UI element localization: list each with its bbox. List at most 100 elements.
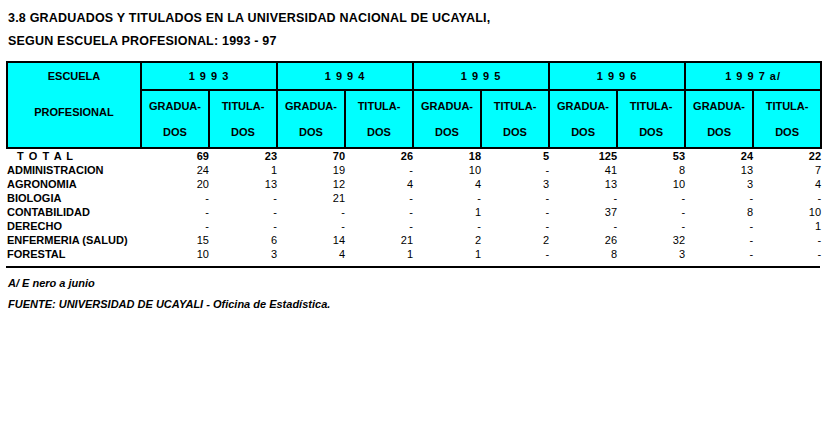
value-cell: - [481, 247, 549, 261]
header-year-1995: 1 9 9 5 [413, 62, 549, 90]
titulados-label: TITULA- [754, 93, 820, 119]
header-titulados-1995: TITULA- DOS [481, 90, 549, 148]
value-cell: 3 [209, 247, 277, 261]
table-row: ADMINISTRACION 24 1 19 - 10 - 41 8 13 7 [7, 163, 821, 177]
value-cell: - [685, 247, 753, 261]
value-cell: - [141, 219, 209, 233]
header-titulados-1994: TITULA- DOS [345, 90, 413, 148]
row-label: AGRONOMIA [7, 177, 141, 191]
value-cell: - [753, 233, 821, 247]
value-cell: 13 [209, 177, 277, 191]
table-row: DERECHO - - - - - - - - - 1 [7, 219, 821, 233]
titulados-label-2: DOS [210, 119, 276, 145]
title-line-1: 3.8 GRADUADOS Y TITULADOS EN LA UNIVERSI… [8, 10, 820, 26]
value-cell: - [481, 191, 549, 205]
value-cell: 20 [141, 177, 209, 191]
value-cell: 7 [753, 163, 821, 177]
value-cell: - [345, 163, 413, 177]
graduados-label: GRADUA- [414, 93, 480, 119]
header-year-1996: 1 9 9 6 [549, 62, 685, 90]
value-cell: 22 [753, 148, 821, 163]
value-cell: - [685, 233, 753, 247]
value-cell: - [549, 219, 617, 233]
value-cell: 21 [345, 233, 413, 247]
value-cell: - [345, 219, 413, 233]
titulados-label: TITULA- [618, 93, 684, 119]
value-cell: 10 [141, 247, 209, 261]
graduados-label-2: DOS [686, 119, 752, 145]
header-graduados-1993: GRADUA- DOS [141, 90, 209, 148]
header-profesional-line: PROFESIONAL [8, 99, 140, 125]
footnote-period: A/ E nero a junio [8, 276, 820, 290]
graduados-label-2: DOS [414, 119, 480, 145]
footnotes: A/ E nero a junio FUENTE: UNIVERSIDAD DE… [8, 276, 820, 311]
value-cell: - [481, 219, 549, 233]
table-row: BIOLOGIA - - 21 - - - - - - - [7, 191, 821, 205]
table-bottom-rule [6, 266, 820, 268]
value-cell: - [413, 191, 481, 205]
value-cell: 13 [685, 163, 753, 177]
graduados-titulados-table: ESCUELA PROFESIONAL 1 9 9 3 1 9 9 4 1 9 … [6, 61, 822, 261]
header-graduados-1996: GRADUA- DOS [549, 90, 617, 148]
value-cell: 12 [277, 177, 345, 191]
page: 3.8 GRADUADOS Y TITULADOS EN LA UNIVERSI… [0, 0, 824, 439]
value-cell: 15 [141, 233, 209, 247]
header-escuela-profesional: ESCUELA PROFESIONAL [7, 62, 141, 148]
table-header: ESCUELA PROFESIONAL 1 9 9 3 1 9 9 4 1 9 … [7, 62, 821, 148]
value-cell: 69 [141, 148, 209, 163]
value-cell: 4 [753, 177, 821, 191]
value-cell: 4 [277, 247, 345, 261]
value-cell: 26 [549, 233, 617, 247]
value-cell: - [141, 191, 209, 205]
titulados-label: TITULA- [482, 93, 548, 119]
row-label: ENFERMERIA (SALUD) [7, 233, 141, 247]
header-graduados-1997: GRADUA- DOS [685, 90, 753, 148]
value-cell: - [209, 191, 277, 205]
graduados-label: GRADUA- [550, 93, 616, 119]
value-cell: 13 [549, 177, 617, 191]
value-cell: - [413, 219, 481, 233]
value-cell: 4 [345, 177, 413, 191]
value-cell: 53 [617, 148, 685, 163]
value-cell: - [345, 205, 413, 219]
value-cell: - [141, 205, 209, 219]
value-cell: 1 [413, 205, 481, 219]
header-year-1997: 1 9 9 7 a/ [685, 62, 821, 90]
page-title: 3.8 GRADUADOS Y TITULADOS EN LA UNIVERSI… [8, 10, 820, 49]
value-cell: 3 [481, 177, 549, 191]
value-cell: 10 [413, 163, 481, 177]
value-cell: 41 [549, 163, 617, 177]
value-cell: 6 [209, 233, 277, 247]
graduados-label: GRADUA- [686, 93, 752, 119]
value-cell: 37 [549, 205, 617, 219]
value-cell: 32 [617, 233, 685, 247]
value-cell: 1 [345, 247, 413, 261]
value-cell: 4 [413, 177, 481, 191]
value-cell: 21 [277, 191, 345, 205]
value-cell: - [209, 219, 277, 233]
value-cell: 19 [277, 163, 345, 177]
value-cell: 3 [617, 247, 685, 261]
value-cell: 2 [413, 233, 481, 247]
table-body: T O T A L 69 23 70 26 18 5 125 53 24 22 … [7, 148, 821, 261]
value-cell: - [617, 219, 685, 233]
value-cell: 24 [141, 163, 209, 177]
value-cell: - [617, 205, 685, 219]
value-cell: 125 [549, 148, 617, 163]
value-cell: 10 [617, 177, 685, 191]
header-escuela-line: ESCUELA [8, 63, 140, 89]
value-cell: 70 [277, 148, 345, 163]
value-cell: - [753, 191, 821, 205]
total-row: T O T A L 69 23 70 26 18 5 125 53 24 22 [7, 148, 821, 163]
value-cell: 18 [413, 148, 481, 163]
value-cell: - [685, 191, 753, 205]
graduados-label: GRADUA- [278, 93, 344, 119]
table-row: ENFERMERIA (SALUD) 15 6 14 21 2 2 26 32 … [7, 233, 821, 247]
graduados-label-2: DOS [142, 119, 208, 145]
value-cell: - [209, 205, 277, 219]
titulados-label-2: DOS [754, 119, 820, 145]
table-row: AGRONOMIA 20 13 12 4 4 3 13 10 3 4 [7, 177, 821, 191]
table-row: CONTABILIDAD - - - - 1 - 37 - 8 10 [7, 205, 821, 219]
header-graduados-1995: GRADUA- DOS [413, 90, 481, 148]
header-year-1994: 1 9 9 4 [277, 62, 413, 90]
